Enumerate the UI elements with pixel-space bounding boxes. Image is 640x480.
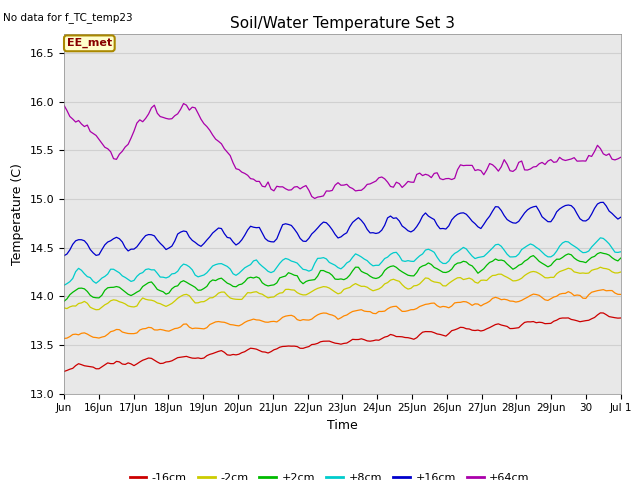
Y-axis label: Temperature (C): Temperature (C) bbox=[11, 163, 24, 264]
X-axis label: Time: Time bbox=[327, 419, 358, 432]
Text: No data for f_TC_temp23: No data for f_TC_temp23 bbox=[3, 12, 133, 23]
Legend: -16cm, -8cm, -2cm, +2cm, +8cm, +16cm, +64cm: -16cm, -8cm, -2cm, +2cm, +8cm, +16cm, +6… bbox=[125, 469, 534, 480]
Title: Soil/Water Temperature Set 3: Soil/Water Temperature Set 3 bbox=[230, 16, 455, 31]
Text: EE_met: EE_met bbox=[67, 38, 112, 48]
